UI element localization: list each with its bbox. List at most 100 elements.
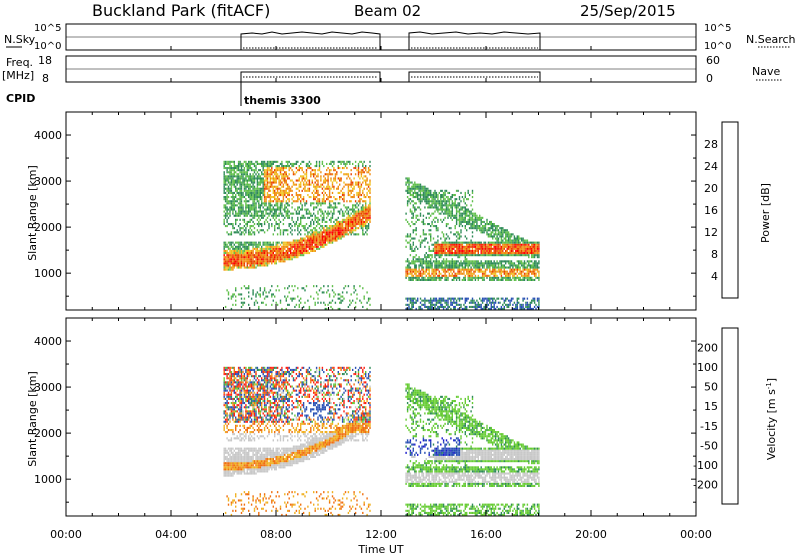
data-cell: [438, 247, 440, 250]
data-cell: [419, 235, 422, 238]
data-cell: [239, 210, 241, 213]
data-cell: [255, 295, 257, 298]
data-cell: [445, 260, 448, 263]
data-cell: [275, 301, 277, 304]
data-cell: [464, 264, 466, 267]
data-cell: [336, 233, 338, 236]
data-cell: [243, 245, 246, 248]
data-cell: [279, 256, 282, 259]
data-cell: [261, 229, 263, 232]
data-cell: [248, 247, 250, 250]
data-cell: [291, 189, 293, 192]
data-cell: [249, 204, 251, 207]
data-cell: [323, 200, 325, 203]
data-cell: [483, 220, 485, 223]
data-cell: [461, 262, 464, 265]
data-cell: [259, 287, 261, 290]
data-cell: [279, 220, 282, 223]
data-cell: [458, 299, 461, 302]
data-cell: [242, 256, 244, 259]
data-cell: [438, 212, 440, 215]
data-cell: [261, 252, 263, 255]
data-cell: [318, 185, 321, 188]
data-cell: [473, 301, 475, 304]
data-cell: [341, 220, 344, 223]
data-cell: [284, 229, 286, 232]
data-cell: [239, 243, 241, 246]
data-cell: [445, 206, 448, 209]
data-cell: [490, 223, 492, 226]
data-cell: [227, 291, 230, 294]
data-cell: [441, 247, 443, 250]
data-cell: [515, 303, 517, 306]
data-cell: [279, 252, 282, 255]
data-cell: [454, 202, 456, 205]
data-cell: [302, 171, 305, 174]
data-cell: [243, 233, 246, 236]
data-cell: [506, 233, 508, 236]
data-cell: [474, 227, 477, 230]
data-cell: [437, 243, 439, 246]
data-cell: [486, 297, 488, 300]
data-cell: [246, 266, 248, 269]
data-cell: [302, 198, 305, 201]
data-cell: [367, 167, 370, 170]
data-cell: [447, 299, 449, 302]
data-cell: [249, 233, 251, 236]
data-cell: [245, 179, 247, 182]
data-cell: [366, 171, 368, 174]
data-cell: [509, 268, 511, 271]
data-cell: [279, 179, 282, 182]
data-cell: [245, 165, 247, 168]
data-cell: [500, 237, 503, 240]
data-cell: [431, 299, 433, 302]
data-cell: [428, 305, 430, 308]
data-cell: [311, 235, 313, 238]
data-cell: [239, 249, 241, 252]
data-cell: [337, 293, 339, 296]
data-cell: [287, 295, 289, 298]
data-cell: [278, 179, 280, 182]
data-cell: [441, 305, 443, 308]
data-cell: [331, 212, 334, 215]
data-cell: [344, 183, 347, 186]
data-cell: [328, 206, 331, 209]
data-cell: [444, 276, 446, 279]
data-cell: [252, 262, 254, 265]
data-cell: [227, 202, 230, 205]
data-cell: [356, 218, 358, 221]
data-cell: [291, 241, 293, 244]
data-cell: [233, 183, 235, 186]
data-cell: [476, 227, 478, 230]
data-cell: [483, 241, 485, 244]
data-cell: [276, 165, 279, 168]
data-cell: [256, 218, 259, 221]
data-cell: [421, 278, 423, 281]
data-cell: [506, 260, 508, 263]
data-cell: [301, 241, 303, 244]
data-cell: [235, 210, 237, 213]
data-cell: [434, 262, 436, 265]
data-cell: [249, 256, 251, 259]
data-cell: [248, 177, 250, 180]
data-cell: [354, 229, 357, 232]
data-cell: [406, 264, 409, 267]
data-cell: [483, 231, 485, 234]
data-cell: [236, 181, 238, 184]
data-cell: [229, 241, 231, 244]
data-cell: [315, 191, 318, 194]
data-cell: [427, 241, 429, 244]
data-cell: [460, 264, 462, 267]
data-cell: [291, 252, 293, 255]
data-cell: [354, 167, 357, 170]
data-cell: [324, 220, 326, 223]
data-cell: [235, 175, 237, 178]
data-cell: [513, 262, 516, 265]
data-cell: [480, 241, 482, 244]
data-cell: [483, 264, 485, 267]
data-cell: [455, 231, 458, 234]
data-cell: [317, 200, 319, 203]
data-cell: [308, 179, 311, 182]
data-cell: [428, 264, 430, 267]
data-cell: [292, 243, 295, 246]
